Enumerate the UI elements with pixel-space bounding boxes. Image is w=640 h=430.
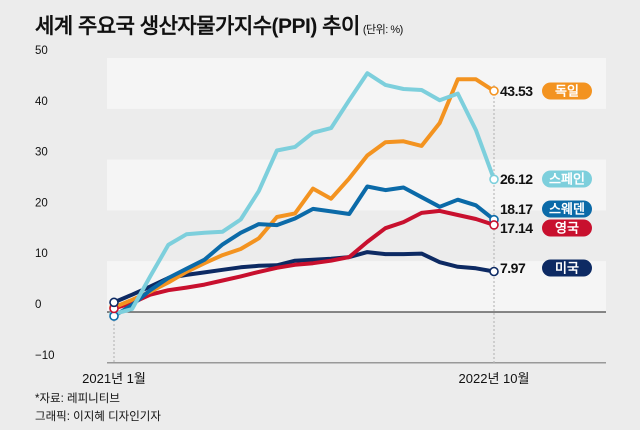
country-badge [542,219,592,237]
y-tick-label: 50 [35,45,48,57]
series-end-point [489,266,499,277]
chart-unit: (단위: %) [362,24,403,36]
x-axis-ticks: 2021년 1월 2022년 10월 [82,371,529,386]
country-badge-label: 독일 [555,84,579,99]
country-badge-label: 미국 [555,261,579,276]
series-start-point [109,297,119,308]
series-line-1 [112,71,496,316]
y-tick-label: 10 [35,248,48,260]
country-badge [542,259,592,277]
end-value-label: 17.14 [500,220,533,236]
end-value-label: 26.12 [500,171,533,187]
series-line-2 [112,184,496,319]
country-badge [542,82,592,100]
chart-title: 세계 주요국 생산자물가지수(PPI) 추이 (단위: %) [35,10,403,40]
y-tick-label: 20 [35,197,48,209]
x-tick-label-end: 2022년 10월 [459,371,530,386]
series-end-point [489,174,499,185]
chart-title-text: 세계 주요국 생산자물가지수(PPI) 추이 [35,15,360,38]
country-badge-label: 스웨덴 [549,202,585,217]
x-tick-label-start: 2021년 1월 [82,371,146,386]
country-badge [542,170,592,188]
series-start-point [109,311,119,321]
y-tick-label: 0 [35,299,41,311]
country-badge-label: 스페인 [549,172,585,187]
y-tick-label: 40 [35,96,48,108]
grid-band [107,58,606,109]
series-line-0 [112,77,496,310]
end-value-label: 18.17 [500,201,533,217]
series-end-points [109,86,499,321]
end-value-label: 43.53 [500,83,533,99]
y-tick-label: −10 [35,350,55,362]
series-end-labels: 43.53 독일 26.12 스페인 18.17 스웨덴 17.14 영국 7.97 미국 [500,82,592,277]
series-end-point [489,220,499,230]
country-badge-label: 영국 [555,221,579,236]
y-axis-ticks: 50 40 30 20 10 0 −10 [35,45,55,362]
country-badge [542,200,592,218]
y-tick-label: 30 [35,147,48,159]
series-end-point [489,86,499,96]
end-value-label: 7.97 [500,260,526,276]
source-note: *자료: 레피니티브 [35,393,120,405]
graphic-credit: 그래픽: 이지혜 디자인기자 [35,411,161,423]
series-line-3 [112,208,496,311]
series-lines [112,71,496,319]
